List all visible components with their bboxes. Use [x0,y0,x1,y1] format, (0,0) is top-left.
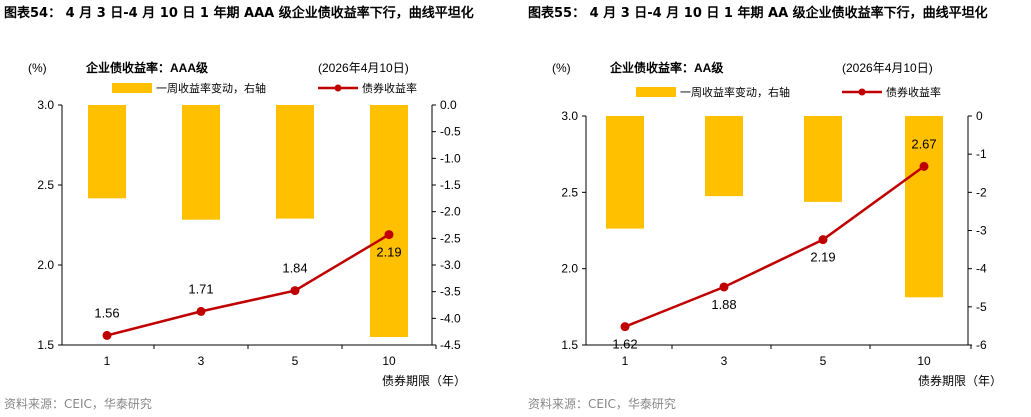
x-tick-label: 3 [721,354,728,368]
yield-data-label: 1.71 [188,281,213,296]
bar-1 [88,105,126,199]
left-tick-label: 2.5 [561,185,578,199]
right-tick-label: -4.5 [440,338,461,352]
right-tick-label: -2 [976,185,987,199]
right-tick-label: -1.5 [440,178,461,192]
legend-bar-label: 一周收益率变动，右轴 [680,85,790,99]
left-tick-label: 2.0 [561,262,578,276]
bar-1 [606,116,644,229]
legend-line-label: 债券收益率 [362,81,417,95]
yield-data-label: 1.88 [711,297,736,312]
yield-data-label: 2.67 [911,136,936,151]
left-unit-label: (%) [552,61,571,75]
right-tick-label: 0 [976,109,983,123]
yield-data-label: 2.19 [810,250,835,265]
chart-panel-left: 图表54： 4 月 3 日-4 月 10 日 1 年期 AAA 级企业债收益率下… [0,0,505,417]
yield-data-label: 1.56 [94,305,119,320]
date-note: (2026年4月10日) [318,61,409,75]
yield-line [106,233,390,337]
right-tick-label: -6 [976,338,987,352]
legend-line-label: 债券收益率 [886,85,941,99]
x-axis-label: 债券期限（年） [382,373,466,388]
right-tick-label: -4.0 [440,311,461,325]
x-tick-label: 1 [104,354,111,368]
chart-panel-right: 图表55： 4 月 3 日-4 月 10 日 1 年期 AA 级企业债收益率下行… [524,0,1029,417]
inner-title: 企业债收益率：AA级 [609,60,723,75]
yield-point-3 [196,306,206,316]
right-tick-label: -1.0 [440,151,461,165]
right-tick-label: -4 [976,262,987,276]
right-tick-label: -5 [976,300,987,314]
legend-line-marker [334,84,342,92]
legend-bar-label: 一周收益率变动，右轴 [156,81,266,95]
left-tick-label: 3.0 [37,98,54,112]
chart-svg: (%) 企业债收益率：AAA级 (2026年4月10日) 一周收益率变动，右轴 债券收益… [28,60,466,388]
left-tick-label: 3.0 [561,109,578,123]
x-tick-label: 5 [820,354,827,368]
x-tick-label: 10 [917,354,931,368]
yield-point-10 [384,230,394,240]
yield-point-1 [102,330,112,340]
bar-5 [804,116,842,202]
bar-10 [370,105,408,337]
bar-10 [905,116,943,298]
right-tick-label: -2.5 [440,231,461,245]
right-tick-label: -2.0 [440,205,461,219]
right-tick-label: -3.5 [440,285,461,299]
right-tick-label: 0.0 [440,98,457,112]
yield-point-5 [290,286,300,296]
figure-title: 图表55： 4 月 3 日-4 月 10 日 1 年期 AA 级企业债收益率下行… [528,6,988,21]
source-note: 资料来源：CEIC，华泰研究 [4,397,152,411]
x-axis-label: 债券期限（年） [918,373,1002,388]
yield-data-label: 2.19 [376,245,401,260]
legend-line-marker [858,88,866,96]
bar-3 [182,105,220,220]
right-tick-label: -3 [976,224,987,238]
bar-3 [705,116,743,197]
figure-title: 图表54： 4 月 3 日-4 月 10 日 1 年期 AAA 级企业债收益率下… [4,6,474,21]
yield-point-10 [919,161,929,171]
yield-point-5 [818,235,828,245]
yield-line [624,165,925,328]
yield-data-label: 1.84 [282,261,307,276]
chart-svg: (%) 企业债收益率：AA级 (2026年4月10日) 一周收益率变动，右轴 债券收益率… [552,60,1002,388]
x-tick-label: 3 [198,354,205,368]
left-tick-label: 2.0 [37,258,54,272]
date-note: (2026年4月10日) [842,61,933,75]
inner-title: 企业债收益率：AAA级 [85,60,208,75]
right-tick-label: -3.0 [440,258,461,272]
left-tick-label: 1.5 [37,338,54,352]
yield-point-1 [620,322,630,332]
x-tick-label: 10 [382,354,396,368]
right-tick-label: -1 [976,147,987,161]
right-tick-label: -0.5 [440,125,461,139]
yield-point-3 [719,282,729,292]
bar-5 [276,105,314,219]
left-tick-label: 1.5 [561,338,578,352]
x-tick-label: 1 [622,354,629,368]
left-unit-label: (%) [28,61,47,75]
legend-bar-swatch [636,87,676,97]
yield-data-label: 1.62 [612,337,637,352]
left-tick-label: 2.5 [37,178,54,192]
source-note: 资料来源：CEIC，华泰研究 [528,397,676,411]
x-tick-label: 5 [292,354,299,368]
legend-bar-swatch [112,83,152,93]
